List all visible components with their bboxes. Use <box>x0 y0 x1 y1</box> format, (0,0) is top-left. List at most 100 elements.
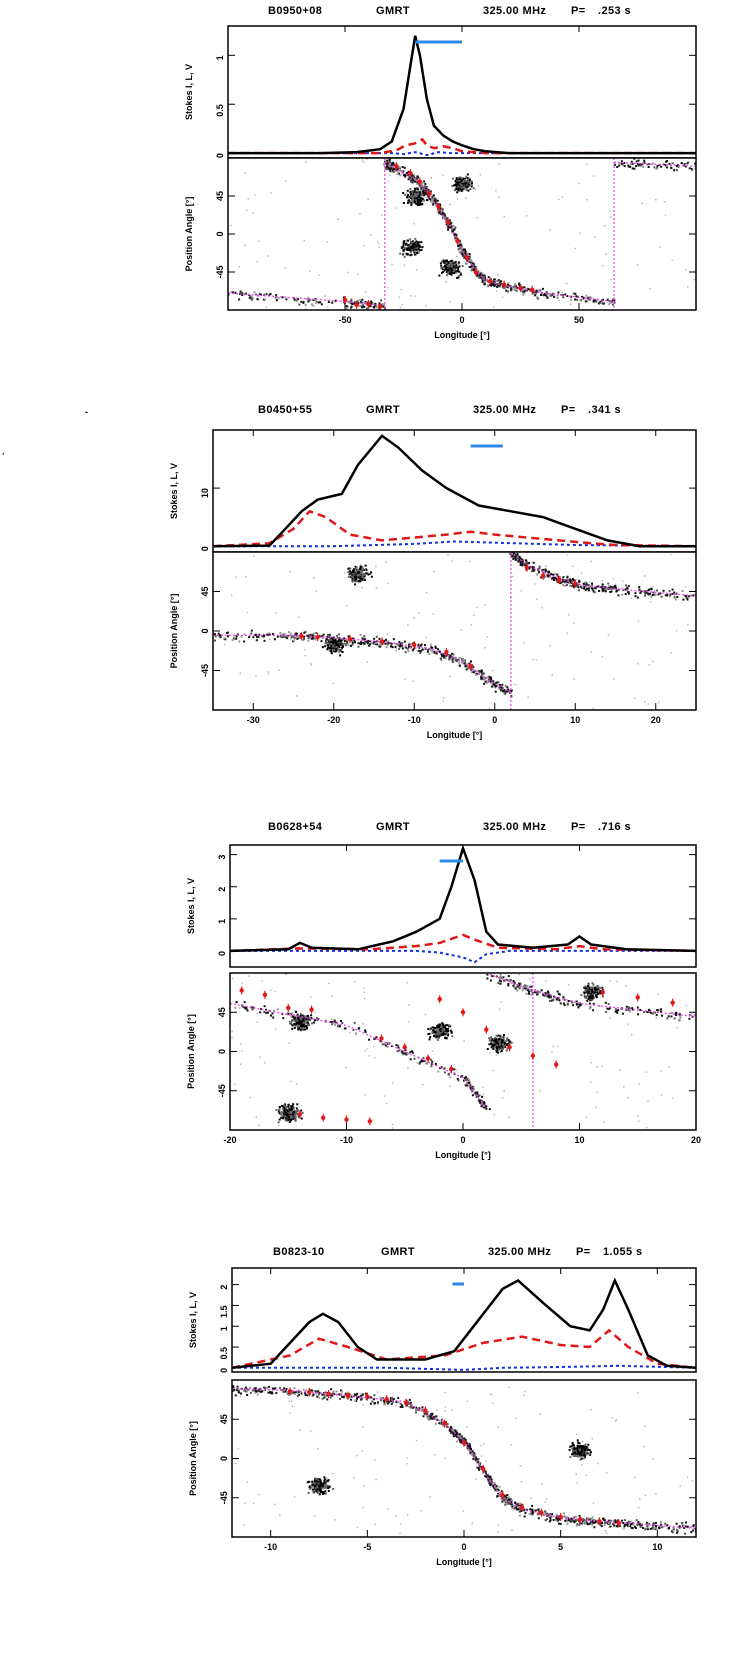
density-pixel <box>604 1001 607 1004</box>
density-pixel <box>409 1058 412 1061</box>
density-pixel <box>556 297 559 299</box>
noise-pixel <box>309 270 311 273</box>
noise-pixel <box>637 620 640 622</box>
density-pixel <box>347 635 350 638</box>
density-blob-pixel <box>353 568 356 570</box>
density-blob-pixel <box>306 1021 309 1024</box>
noise-pixel <box>416 1062 418 1064</box>
density-pixel <box>559 576 561 579</box>
density-pixel <box>494 690 497 693</box>
density-pixel <box>519 562 522 565</box>
density-blob-pixel <box>370 575 373 578</box>
density-pixel <box>525 992 528 995</box>
density-pixel <box>407 650 410 653</box>
density-pixel <box>304 1394 307 1397</box>
density-pixel <box>551 577 554 580</box>
density-pixel <box>422 1415 425 1418</box>
density-blob-pixel <box>426 199 428 201</box>
density-pixel <box>585 587 588 590</box>
density-pixel <box>464 665 467 668</box>
density-pixel <box>586 298 589 301</box>
density-pixel <box>465 668 468 671</box>
rvm-fit-line <box>614 161 696 168</box>
noise-pixel <box>627 1096 629 1099</box>
density-pixel <box>533 991 536 994</box>
density-pixel <box>399 1405 402 1408</box>
density-pixel <box>338 1025 341 1028</box>
density-blob-pixel <box>586 986 589 989</box>
density-blob-pixel <box>450 263 453 266</box>
density-blob-pixel <box>457 266 460 269</box>
density-pixel <box>411 176 414 179</box>
noise-pixel <box>586 199 588 201</box>
density-pixel <box>303 638 305 640</box>
noise-pixel <box>233 1083 236 1086</box>
density-pixel <box>264 298 266 301</box>
density-blob-pixel <box>417 201 420 204</box>
density-pixel <box>386 161 389 164</box>
noise-pixel <box>413 616 415 619</box>
density-pixel <box>396 643 398 646</box>
density-blob-pixel <box>288 1121 291 1123</box>
density-blob-pixel <box>459 273 462 276</box>
density-pixel <box>594 299 597 302</box>
density-pixel <box>459 247 462 250</box>
density-pixel <box>499 281 502 284</box>
density-pixel <box>513 552 516 555</box>
density-pixel <box>470 265 473 268</box>
density-pixel <box>409 643 412 646</box>
density-pixel <box>426 196 429 199</box>
density-pixel <box>431 1060 434 1063</box>
density-pixel <box>635 160 638 163</box>
density-blob-pixel <box>337 648 340 651</box>
density-pixel <box>235 1001 238 1004</box>
profile-ytick-label: 1 <box>215 55 225 60</box>
density-pixel <box>398 172 400 175</box>
density-pixel <box>274 1387 277 1390</box>
density-pixel <box>436 210 439 213</box>
density-pixel <box>407 170 410 173</box>
density-pixel <box>418 1408 421 1411</box>
density-pixel <box>357 302 360 305</box>
density-pixel <box>694 162 696 165</box>
pa-xtick-label: -30 <box>247 715 260 725</box>
density-blob-pixel <box>591 982 594 985</box>
noise-pixel <box>689 232 691 235</box>
density-blob-pixel <box>434 1027 437 1029</box>
noise-pixel <box>269 638 271 641</box>
density-pixel <box>349 1394 352 1397</box>
density-pixel <box>390 645 393 648</box>
density-blob-pixel <box>277 1110 280 1113</box>
density-blob-pixel <box>405 242 408 245</box>
density-pixel <box>481 1103 484 1106</box>
density-pixel <box>487 681 489 683</box>
density-blob-pixel <box>439 1029 442 1032</box>
density-pixel <box>361 637 364 640</box>
density-pixel <box>647 592 650 595</box>
density-pixel <box>491 685 493 688</box>
chart-panel: B0450+55 GMRT 325.00 MHz P= .341 s010Stokes … <box>169 404 697 740</box>
density-pixel <box>607 588 610 591</box>
density-blob-pixel <box>467 189 470 192</box>
density-blob-pixel <box>281 1105 283 1107</box>
pa-xtick-label: 0 <box>492 715 497 725</box>
density-pixel <box>407 1052 410 1055</box>
density-blob-pixel <box>445 263 448 266</box>
density-pixel <box>259 1011 262 1014</box>
density-pixel <box>405 1403 408 1406</box>
density-pixel <box>493 285 496 288</box>
density-pixel <box>344 639 346 642</box>
noise-pixel <box>375 587 378 589</box>
density-blob-pixel <box>422 190 425 193</box>
noise-pixel <box>447 554 449 556</box>
density-pixel <box>232 1389 235 1392</box>
density-pixel <box>325 640 328 643</box>
density-pixel <box>476 1091 479 1094</box>
density-pixel <box>514 556 517 559</box>
pa-point <box>412 642 417 648</box>
density-blob-pixel <box>418 191 421 194</box>
density-blob-pixel <box>287 1114 289 1117</box>
density-pixel <box>342 1395 345 1398</box>
profile-ytick-label: 0.5 <box>215 104 225 117</box>
title-telescope: GMRT <box>376 5 410 17</box>
